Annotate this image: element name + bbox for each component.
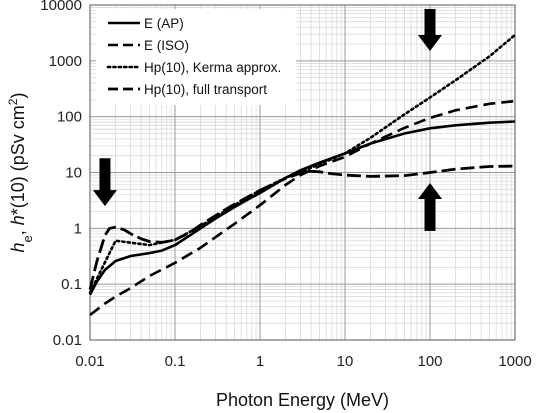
y-axis-title-hstar-rest: *(10): [8, 176, 28, 215]
series-line-2: [89, 99, 516, 317]
y-tick-label: 10000: [40, 0, 82, 14]
x-tick-label: 1: [256, 353, 264, 370]
plot-area-frame: [89, 4, 516, 341]
y-tick-label: 1: [74, 220, 82, 237]
y-axis-title-subscript: e: [20, 235, 35, 242]
legend: E (AP) E (ISO) Hp(10), Kerma approx. Hp(10)…: [96, 9, 296, 105]
series-line-4: [88, 164, 516, 290]
x-tick-labels: 0.01 0.1 1 10 100 1000: [75, 353, 531, 370]
x-tick-label: 100: [417, 353, 442, 370]
series-line-1: [88, 120, 516, 296]
series-layer: [88, 33, 517, 317]
annotation-arrows: [92, 8, 442, 231]
y-axis-title-hstar: h: [8, 215, 28, 225]
down-arrow-annotation: [418, 8, 442, 52]
x-axis-title: Photon Energy (MeV): [216, 390, 389, 410]
y-tick-label: 100: [57, 109, 82, 126]
y-tick-label: 0.1: [61, 276, 82, 293]
legend-label-1: E (AP): [144, 16, 184, 31]
y-tick-label: 10: [65, 165, 82, 182]
y-tick-labels: 0.01 0.1 1 10 100 1000 10000: [40, 0, 82, 349]
y-tick-label: 0.01: [53, 332, 82, 349]
legend-label-4: Hp(10), full transport: [144, 82, 267, 97]
down-arrow-annotation: [92, 158, 117, 207]
y-axis-title: he, h*(10) (pSv cm2): [6, 93, 35, 253]
x-tick-label: 1000: [498, 353, 531, 370]
y-tick-label: 1000: [49, 53, 82, 70]
y-axis-title-h: h: [8, 242, 28, 252]
legend-label-3: Hp(10), Kerma approx.: [144, 60, 281, 75]
y-axis-title-unit: (pSv cm: [8, 105, 28, 176]
legend-label-2: E (ISO): [144, 38, 189, 53]
y-axis-title-unit-superscript: 2: [6, 98, 20, 105]
y-axis-title-separator: ,: [8, 225, 28, 235]
up-arrow-annotation: [418, 182, 442, 231]
x-tick-label: 0.01: [75, 353, 104, 370]
x-tick-label: 0.1: [165, 353, 186, 370]
x-tick-label: 10: [337, 353, 354, 370]
y-axis-title-unit-close: ): [8, 93, 28, 99]
